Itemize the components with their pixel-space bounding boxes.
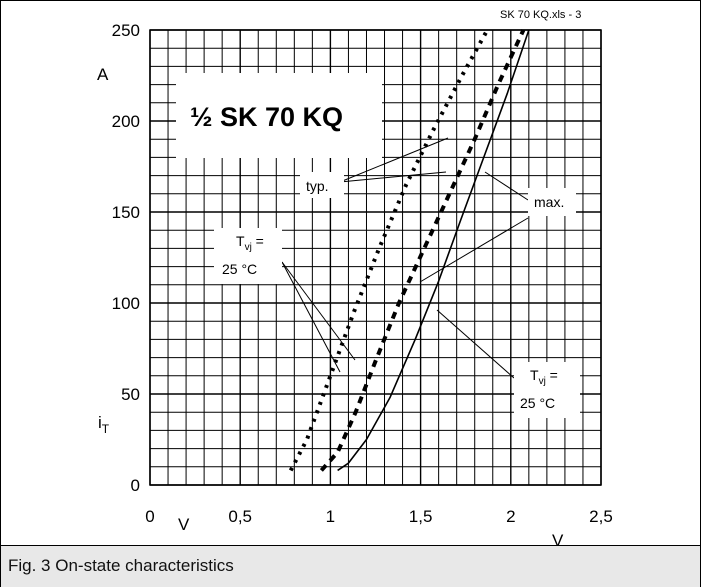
y-tick-label: 200 bbox=[112, 112, 140, 131]
annotation-max-bg bbox=[528, 188, 576, 216]
x-tick-label: 2,5 bbox=[589, 507, 613, 526]
annotation-tvj-right-line2: 25 °C bbox=[520, 395, 555, 411]
annotation-typ-bg bbox=[300, 172, 344, 198]
x-tick-label: 0,5 bbox=[228, 507, 252, 526]
annotation-leader-line bbox=[436, 309, 515, 379]
y-tick-label: 150 bbox=[112, 203, 140, 222]
series-line-dashed bbox=[319, 29, 526, 472]
x-tick-label: 1,5 bbox=[409, 507, 433, 526]
y-axis-label: iT bbox=[98, 413, 110, 436]
y-tick-label: 0 bbox=[131, 476, 140, 495]
tick-labels: 0 50 100 150 200 250 0 0,5 1 1,5 2 2,5 bbox=[112, 21, 613, 526]
annotations-group: typ. max. Tvj = 25 °C Tvj = 25 °C bbox=[214, 172, 580, 418]
caption-bar bbox=[1, 545, 700, 587]
annotation-leader-line bbox=[484, 171, 529, 201]
annotation-leader-line bbox=[281, 261, 356, 361]
y-tick-label: 100 bbox=[112, 294, 140, 313]
annotation-tvj-right-line1: Tvj = bbox=[530, 367, 558, 387]
series-group bbox=[288, 29, 530, 472]
annotation-tvj-left-line1: Tvj = bbox=[236, 233, 264, 253]
file-label: SK 70 KQ.xls - 3 bbox=[500, 9, 581, 21]
annotation-max: max. bbox=[534, 194, 564, 210]
title-box-group: ½ SK 70 KQ bbox=[176, 73, 382, 158]
annotation-tvj-left-line2: 25 °C bbox=[222, 261, 257, 277]
annotation-leader-line bbox=[281, 261, 341, 373]
x-tick-label: 0 bbox=[145, 507, 154, 526]
x-unit-inline-label: V bbox=[178, 515, 190, 534]
plot-border bbox=[149, 29, 602, 486]
y-tick-label: 250 bbox=[112, 21, 140, 40]
title-box bbox=[176, 73, 382, 158]
series-line-solid bbox=[337, 29, 530, 472]
chart-title: ½ SK 70 KQ bbox=[190, 102, 343, 132]
annotation-tvj-left-bg bbox=[214, 228, 282, 284]
annotation-tvj-right-bg bbox=[514, 362, 580, 418]
x-tick-label: 1 bbox=[326, 507, 335, 526]
annotation-typ: typ. bbox=[306, 178, 329, 194]
annotation-leader-line bbox=[339, 137, 449, 183]
x-tick-label: 2 bbox=[506, 507, 515, 526]
y-tick-label: 50 bbox=[121, 385, 140, 404]
annotation-leader-line bbox=[339, 171, 447, 183]
annotation-leader-line bbox=[419, 217, 529, 283]
annotation-leaders bbox=[281, 137, 529, 379]
y-unit-label: A bbox=[97, 65, 109, 84]
figure-caption: Fig. 3 On-state characteristics bbox=[8, 556, 234, 575]
